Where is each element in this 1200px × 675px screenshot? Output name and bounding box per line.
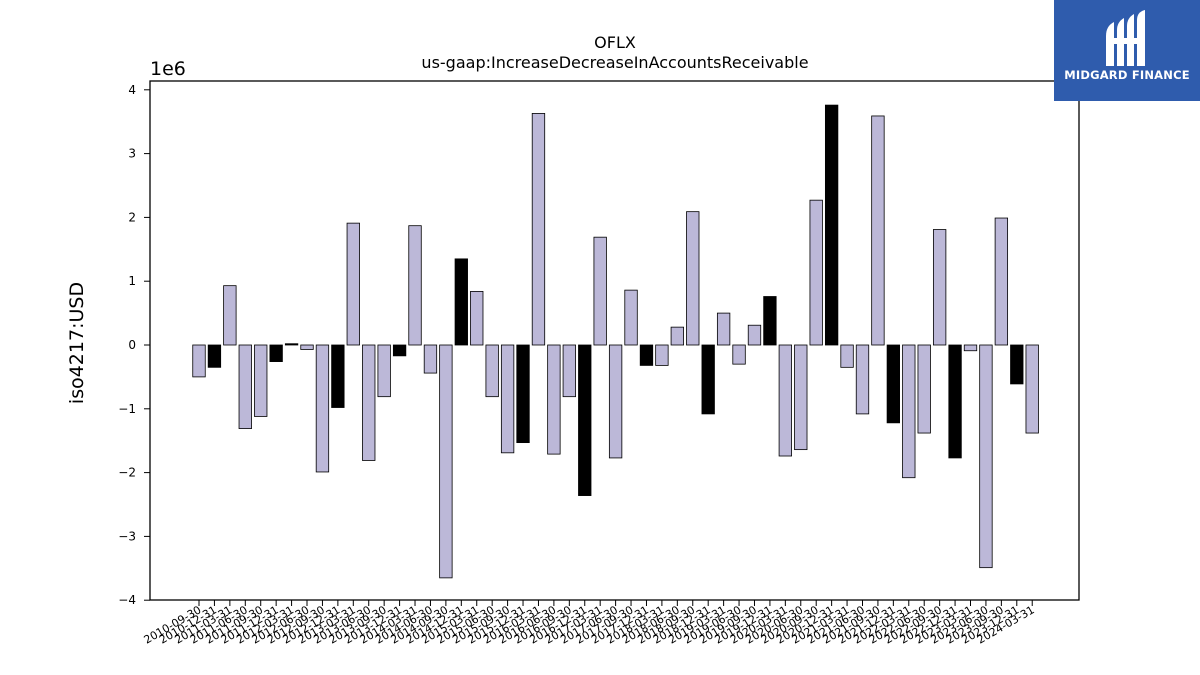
bar-2019-06-30 xyxy=(732,344,746,365)
bar-2020-06-30 xyxy=(794,344,808,451)
bar-2024-03-31 xyxy=(1025,344,1039,434)
midgard-logo-icon xyxy=(1106,10,1145,66)
y-tick-label: −3 xyxy=(118,529,136,543)
chart-title: OFLX xyxy=(594,33,636,52)
bar-2010-09-30 xyxy=(192,344,206,378)
bar-2023-03-31 xyxy=(963,344,978,352)
bar-2018-03-31 xyxy=(655,344,669,366)
bar-2013-03-31 xyxy=(346,222,360,346)
bar-2017-06-30 xyxy=(608,344,623,459)
bar-2016-09-30 xyxy=(562,344,576,398)
y-tick-label: 2 xyxy=(128,210,136,224)
bar-2019-09-30 xyxy=(747,324,762,346)
bar-2012-06-30 xyxy=(300,344,314,350)
bar-series xyxy=(192,104,1039,579)
bar-2022-03-31 xyxy=(902,344,916,479)
y-tick-label: −4 xyxy=(118,593,136,607)
bar-2017-09-30 xyxy=(624,289,638,346)
bar-2014-09-30 xyxy=(439,344,453,579)
bar-2015-03-31 xyxy=(470,291,484,346)
bar-2022-12-31 xyxy=(948,344,962,459)
bar-2018-06-30 xyxy=(670,326,684,346)
bar-2017-12-31 xyxy=(639,344,654,366)
bar-2013-09-30 xyxy=(377,344,391,398)
brand-logo-text: MIDGARD FINANCE xyxy=(1064,68,1190,82)
bar-2023-09-30 xyxy=(994,217,1009,346)
bar-2023-12-31 xyxy=(1010,344,1024,385)
bar-2011-03-31 xyxy=(223,285,237,346)
bar-2020-09-30 xyxy=(809,199,823,346)
bar-2016-03-31 xyxy=(531,113,546,346)
y-axis-scale-label: 1e6 xyxy=(150,58,186,80)
brand-logo: MIDGARD FINANCE xyxy=(1054,0,1200,101)
bar-2022-06-30 xyxy=(917,344,931,434)
bar-2021-09-30 xyxy=(871,115,885,346)
y-tick-label: −2 xyxy=(118,466,136,480)
x-axis-ticks: 2010-09-302010-12-312011-03-312011-06-30… xyxy=(142,600,1037,647)
bar-2011-09-30 xyxy=(254,344,268,417)
plot-frame xyxy=(149,80,1080,601)
y-tick-label: −1 xyxy=(118,402,136,416)
y-tick-label: 3 xyxy=(128,147,136,161)
bar-2012-09-30 xyxy=(315,344,330,473)
bar-2014-06-30 xyxy=(423,344,438,374)
bar-2013-06-30 xyxy=(362,344,376,461)
bar-2013-12-31 xyxy=(392,344,407,357)
bar-2017-03-31 xyxy=(593,236,607,346)
bar-2018-09-30 xyxy=(686,211,700,346)
bar-2012-03-31 xyxy=(284,343,299,346)
bar-2020-03-31 xyxy=(778,344,792,457)
bar-2014-03-31 xyxy=(408,225,422,346)
bar-2010-12-31 xyxy=(207,344,222,368)
bar-2016-12-31 xyxy=(578,344,592,496)
bar-2021-03-31 xyxy=(840,344,854,368)
bar-2023-06-30 xyxy=(979,344,993,569)
bar-2021-06-30 xyxy=(855,344,870,415)
y-axis-ticks: 4 3 2 1 0 −1 −2 −3 −4 xyxy=(118,83,150,607)
bar-2020-12-31 xyxy=(824,104,839,346)
bar-2019-12-31 xyxy=(763,296,777,346)
bar-2015-09-30 xyxy=(500,344,515,454)
y-tick-label: 4 xyxy=(128,83,136,97)
bar-2014-12-31 xyxy=(454,258,468,346)
bar-2016-06-30 xyxy=(547,344,561,455)
y-tick-label: 0 xyxy=(128,338,136,352)
y-axis-label: iso4217:USD xyxy=(66,282,88,404)
y-tick-label: 1 xyxy=(128,274,136,288)
bar-2012-12-31 xyxy=(331,344,345,408)
bar-2022-09-30 xyxy=(932,229,947,346)
bar-2011-06-30 xyxy=(238,344,252,429)
bar-2015-12-31 xyxy=(516,344,530,444)
bar-2018-12-31 xyxy=(701,344,715,415)
bar-2021-12-31 xyxy=(886,344,900,424)
bar-2011-12-31 xyxy=(269,344,283,362)
bar-2015-06-30 xyxy=(485,344,499,398)
bar-2019-03-31 xyxy=(716,312,731,346)
chart-subtitle: us-gaap:IncreaseDecreaseInAccountsReceiv… xyxy=(421,53,808,72)
